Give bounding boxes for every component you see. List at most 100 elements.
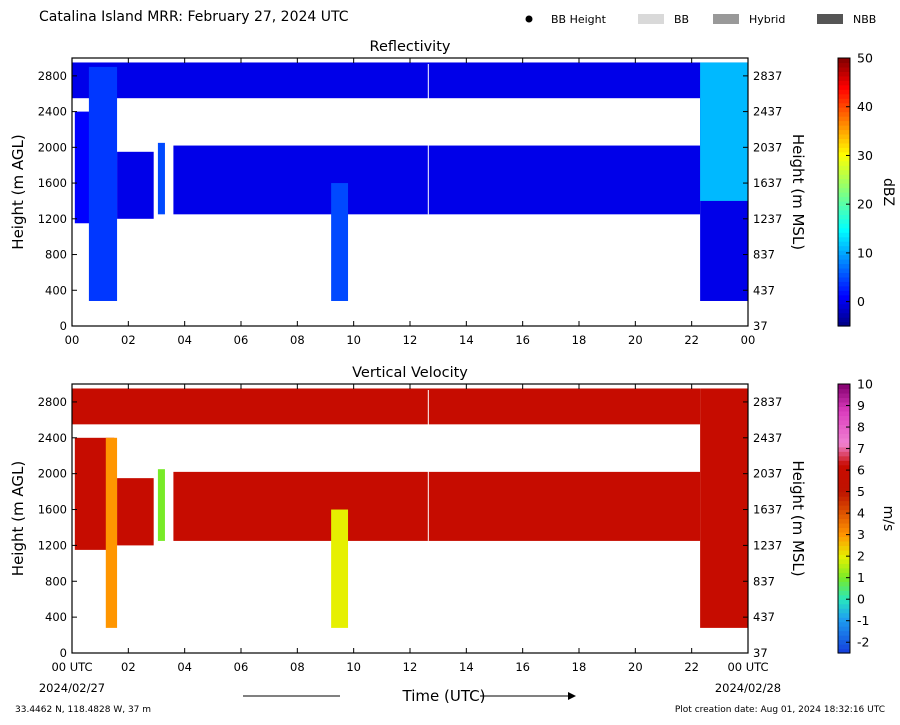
legend-dot-bb-height — [525, 15, 533, 23]
reflectivity-colorbar-segment — [838, 102, 850, 108]
station-location: 33.4462 N, 118.4828 W, 37 m — [15, 705, 152, 715]
reflectivity-ytick-label: 1200 — [38, 212, 67, 226]
velocity-colorbar-segment — [838, 500, 850, 506]
velocity-xtick-label: 22 — [684, 660, 699, 674]
reflectivity-xtick-label: 20 — [628, 333, 643, 347]
velocity-colorbar-segment — [838, 388, 850, 394]
reflectivity-colorbar-tick-label: 50 — [857, 51, 873, 66]
reflectivity-ytick-right-label: 2837 — [753, 69, 782, 83]
velocity-ylabel: Height (m AGL) — [9, 461, 27, 576]
velocity-colorbar-segment — [838, 496, 850, 502]
velocity-colorbar-segment — [838, 406, 850, 412]
velocity-xtick-label: 12 — [403, 660, 418, 674]
reflectivity-colorbar-segment — [838, 187, 850, 193]
velocity-colorbar-segment — [838, 437, 850, 443]
velocity-colorbar-segment — [838, 603, 850, 609]
reflectivity-colorbar-segment — [838, 120, 850, 126]
plot-creation-date: Plot creation date: Aug 01, 2024 18:32:1… — [674, 705, 885, 715]
reflectivity-colorbar-segment — [838, 169, 850, 175]
reflectivity-colorbar-segment — [838, 107, 850, 113]
velocity-colorbar-tick-label: 2 — [857, 549, 865, 564]
velocity-colorbar-segment — [838, 635, 850, 641]
velocity-colorbar-segment — [838, 460, 850, 466]
reflectivity-colorbar-segment — [838, 138, 850, 144]
velocity-ytick-right-label: 437 — [753, 610, 775, 624]
reflectivity-colorbar-segment — [838, 227, 850, 233]
velocity-xtick-label: 14 — [459, 660, 474, 674]
velocity-xtick-label: 00 UTC — [727, 660, 768, 674]
reflectivity-colorbar-frame — [837, 57, 851, 327]
reflectivity-xtick-label: 08 — [290, 333, 305, 347]
velocity-colorbar-segment — [838, 401, 850, 408]
reflectivity-colorbar-segment — [838, 263, 850, 269]
velocity-colorbar-tick-label: 1 — [857, 570, 865, 585]
page-title: Catalina Island MRR: February 27, 2024 U… — [39, 9, 349, 25]
reflectivity-colorbar-segment — [838, 214, 850, 220]
reflectivity-colorbar-segment — [838, 303, 850, 309]
velocity-colorbar-tick-label: 4 — [857, 506, 865, 521]
reflectivity-colorbar-segment — [838, 129, 850, 135]
velocity-colorbar-segment — [838, 415, 850, 421]
reflectivity-xtick-label: 12 — [403, 333, 418, 347]
velocity-colorbar-segment — [838, 581, 850, 587]
velocity-xtick-label: 06 — [234, 660, 249, 674]
reflectivity-xtick-label: 16 — [515, 333, 530, 347]
velocity-ytick-label: 2800 — [38, 395, 67, 409]
reflectivity-colorbar-segment — [838, 142, 850, 148]
reflectivity-ytick-label: 0 — [60, 319, 67, 333]
reflectivity-colorbar-segment — [838, 111, 850, 117]
reflectivity-colorbar-segment — [838, 250, 850, 256]
reflectivity-colorbar-segment — [838, 267, 850, 273]
velocity-ytick-label: 1600 — [38, 503, 67, 517]
velocity-colorbar-tick-label: 10 — [857, 377, 873, 392]
velocity-colorbar-segment — [838, 626, 850, 632]
velocity-colorbar-tick-label: 7 — [857, 441, 865, 456]
reflectivity-late-top — [700, 62, 748, 201]
reflectivity-ytick-label: 800 — [45, 248, 67, 262]
velocity-colorbar-segment — [838, 392, 850, 399]
velocity-colorbar-segment — [838, 397, 850, 403]
velocity-end-date: 2024/02/28 — [715, 681, 781, 695]
reflectivity-ytick-label: 2400 — [38, 105, 67, 119]
velocity-colorbar-segment — [838, 428, 850, 434]
velocity-colorbar-segment — [838, 514, 850, 520]
velocity-colorbar-segment — [838, 505, 850, 511]
velocity-colorbar-segment — [838, 648, 850, 654]
reflectivity-colorbar-segment — [838, 71, 850, 77]
legend-patch-bb — [638, 14, 664, 24]
reflectivity-colorbar-segment — [838, 308, 850, 314]
reflectivity-shaft-1 — [88, 66, 118, 301]
reflectivity-ytick-right-label: 2437 — [753, 105, 782, 119]
reflectivity-xtick-label: 06 — [234, 333, 249, 347]
velocity-colorbar-segment — [838, 612, 850, 618]
velocity-colorbar-segment — [838, 621, 850, 627]
velocity-colorbar-segment — [838, 433, 850, 439]
reflectivity-xtick-label: 00 — [741, 333, 756, 347]
reflectivity-shaft-3 — [157, 142, 165, 215]
velocity-colorbar-segment — [838, 590, 850, 596]
velocity-ytick-label: 0 — [60, 646, 67, 660]
velocity-shaft-3 — [157, 469, 165, 541]
reflectivity-colorbar-segment — [838, 285, 850, 291]
velocity-colorbar-tick-label: -1 — [857, 613, 869, 628]
velocity-colorbar-segment — [838, 617, 850, 623]
velocity-mid-layer-a — [117, 478, 154, 546]
reflectivity-upper-layer — [72, 62, 701, 99]
velocity-colorbar-segment — [838, 608, 850, 614]
reflectivity-colorbar-segment — [838, 147, 850, 153]
velocity-colorbar-segment — [838, 540, 850, 546]
velocity-xtick-label: 16 — [515, 660, 530, 674]
reflectivity-colorbar-segment — [838, 241, 850, 247]
velocity-colorbar-segment — [838, 554, 850, 560]
velocity-colorbar-segment — [838, 630, 850, 636]
reflectivity-colorbar-segment — [838, 290, 850, 296]
reflectivity-colorbar-segment — [838, 232, 850, 238]
reflectivity-colorbar-segment — [838, 66, 850, 72]
velocity-colorbar-tick-label: 6 — [857, 463, 865, 478]
legend-patch-nbb — [817, 14, 843, 24]
reflectivity-ytick-label: 2000 — [38, 140, 67, 154]
reflectivity-colorbar-segment — [838, 178, 850, 184]
velocity-ytick-right-label: 2837 — [753, 395, 782, 409]
velocity-late-rain — [700, 388, 748, 628]
